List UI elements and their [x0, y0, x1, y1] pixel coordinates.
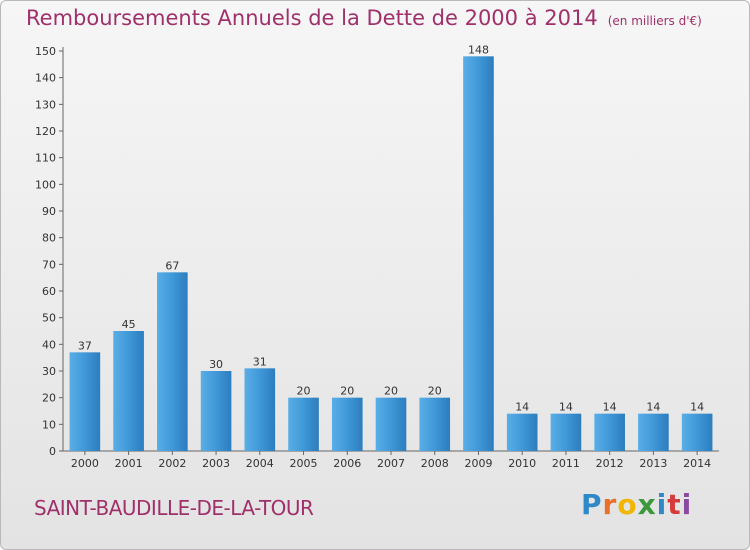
x-tick-label: 2000: [71, 457, 99, 470]
logo-letter: i: [656, 488, 668, 521]
bar: [157, 272, 188, 451]
bar-value-label: 20: [340, 385, 354, 398]
y-tick-label: 70: [42, 258, 56, 271]
bar-value-label: 37: [78, 339, 92, 352]
y-tick-label: 100: [35, 178, 56, 191]
commune-name: SAINT-BAUDILLE-DE-LA-TOUR: [34, 496, 314, 520]
bar-value-label: 31: [253, 355, 267, 368]
x-tick-label: 2002: [158, 457, 186, 470]
title-text: Remboursements Annuels de la Dette de 20…: [26, 6, 598, 30]
bar-value-label: 20: [297, 385, 311, 398]
y-tick-label: 140: [35, 72, 56, 85]
bar: [638, 413, 669, 451]
y-tick-label: 0: [49, 445, 56, 458]
unit-label: (en milliers d'€): [607, 14, 702, 28]
x-tick-label: 2006: [333, 457, 361, 470]
logo-letter: i: [681, 488, 693, 521]
x-tick-label: 2009: [464, 457, 492, 470]
y-tick-label: 50: [42, 312, 56, 325]
bar-value-label: 45: [122, 318, 136, 331]
bar: [463, 56, 494, 451]
y-tick-label: 110: [35, 152, 56, 165]
x-tick-label: 2011: [552, 457, 580, 470]
logo-letter: t: [667, 488, 682, 521]
x-tick-label: 2010: [508, 457, 536, 470]
x-tick-label: 2003: [202, 457, 230, 470]
bar-value-label: 14: [690, 401, 704, 414]
y-tick-label: 120: [35, 125, 56, 138]
bar: [594, 413, 625, 451]
logo-letter: P: [581, 488, 603, 521]
bar-value-label: 20: [384, 385, 398, 398]
x-tick-label: 2013: [639, 457, 667, 470]
x-tick-label: 2008: [421, 457, 449, 470]
x-tick-label: 2012: [596, 457, 624, 470]
bar-value-label: 14: [515, 401, 529, 414]
bar-value-label: 67: [165, 259, 179, 272]
bar-value-label: 14: [646, 401, 660, 414]
logo-letter: o: [617, 488, 638, 521]
y-tick-label: 30: [42, 365, 56, 378]
bar: [244, 368, 276, 451]
y-tick-label: 40: [42, 338, 56, 351]
bar: [288, 397, 319, 451]
bar: [419, 397, 451, 451]
bar: [681, 413, 713, 451]
y-tick-label: 80: [42, 232, 56, 245]
x-tick-label: 2005: [290, 457, 318, 470]
bar: [331, 397, 363, 451]
bar-value-label: 20: [428, 385, 442, 398]
bar: [113, 331, 144, 451]
x-tick-label: 2001: [115, 457, 143, 470]
bar: [550, 413, 582, 451]
y-tick-label: 20: [42, 392, 56, 405]
x-tick-label: 2004: [246, 457, 274, 470]
y-tick-label: 60: [42, 285, 56, 298]
proxiti-logo: Proxiti: [581, 488, 692, 521]
y-tick-label: 130: [35, 98, 56, 111]
x-tick-label: 2014: [683, 457, 711, 470]
y-tick-label: 90: [42, 205, 56, 218]
y-tick-label: 10: [42, 418, 56, 431]
logo-letter: r: [602, 488, 618, 521]
y-tick-label: 150: [35, 45, 56, 58]
bar-value-label: 148: [468, 43, 489, 56]
logo-letter: x: [637, 488, 657, 521]
bar: [200, 371, 232, 451]
x-tick-label: 2007: [377, 457, 405, 470]
bar-value-label: 30: [209, 358, 223, 371]
bar-value-label: 14: [559, 401, 573, 414]
bar: [506, 413, 538, 451]
bar: [375, 397, 407, 451]
bar-value-label: 14: [603, 401, 617, 414]
bar: [69, 352, 101, 451]
chart-title: Remboursements Annuels de la Dette de 20…: [26, 6, 702, 30]
